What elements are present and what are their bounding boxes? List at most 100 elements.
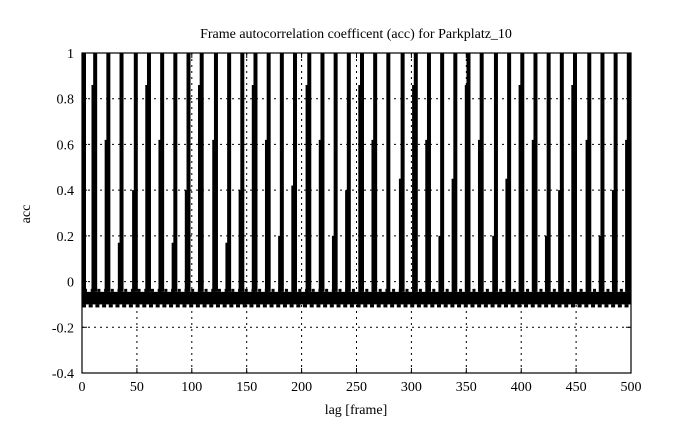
y-tick-label: 0.8 xyxy=(57,93,75,108)
baseline-notch xyxy=(617,304,622,308)
baseline-notch xyxy=(499,288,503,292)
baseline-notch xyxy=(390,304,395,308)
baseline-notch xyxy=(303,304,308,308)
side-peak-bar xyxy=(184,190,188,292)
baseline-notch xyxy=(217,288,221,292)
baseline-notch xyxy=(416,304,421,308)
side-peak-bar xyxy=(238,190,242,292)
baseline-notch xyxy=(564,304,569,308)
baseline-notch xyxy=(593,288,597,292)
baseline-notch xyxy=(229,304,234,308)
baseline-notch xyxy=(82,304,86,308)
baseline-notch xyxy=(155,304,160,308)
side-peak-bar xyxy=(425,139,429,292)
baseline-notch xyxy=(269,304,274,308)
side-peak-bar xyxy=(171,242,175,292)
side-peak-bar xyxy=(412,85,416,292)
baseline-notch xyxy=(450,304,455,308)
peak-bar xyxy=(160,53,165,292)
baseline-notch xyxy=(137,288,141,292)
peak-bar xyxy=(613,53,618,292)
side-peak-bar xyxy=(305,85,309,292)
baseline-notch xyxy=(222,304,227,308)
peak-bar xyxy=(600,53,605,292)
baseline-notch xyxy=(539,288,543,292)
baseline-notch xyxy=(311,288,315,292)
y-tick-label: 0.4 xyxy=(57,184,75,199)
baseline-notch xyxy=(110,288,114,292)
peak-bar xyxy=(466,53,471,292)
peak-bar xyxy=(199,53,204,292)
baseline-notch xyxy=(503,304,508,308)
side-peak-bar xyxy=(225,242,229,292)
baseline-notch xyxy=(392,288,396,292)
peak-bar xyxy=(559,53,564,292)
y-axis-ticks: -0.4 -0.2 0 0.2 0.4 0.6 0.8 1 xyxy=(52,47,631,382)
baseline-notch xyxy=(289,304,294,308)
baseline-notch xyxy=(325,288,329,292)
peak-bar xyxy=(453,53,458,292)
y-tick-label: 0.2 xyxy=(57,230,75,245)
baseline-notch xyxy=(343,304,348,308)
side-peak-bar xyxy=(91,85,95,292)
baseline-notch xyxy=(611,304,616,308)
baseline-notch xyxy=(577,304,582,308)
side-peak-bar xyxy=(531,139,535,292)
baseline-notch xyxy=(490,304,495,308)
peak-bar xyxy=(400,53,405,292)
side-peak-bar xyxy=(371,139,375,292)
x-tick-label: 50 xyxy=(130,380,144,395)
side-peak-bar xyxy=(358,85,362,292)
peak-bar xyxy=(533,53,538,292)
x-axis-label: lag [frame] xyxy=(325,403,388,418)
baseline-notch xyxy=(591,304,596,308)
baseline-notch xyxy=(566,288,570,292)
baseline-notch xyxy=(128,304,133,308)
baseline-notch xyxy=(258,288,262,292)
baseline-notch xyxy=(202,304,207,308)
baseline-notch xyxy=(309,304,314,308)
baseline-notch xyxy=(370,304,375,308)
side-peak-bar xyxy=(571,85,575,292)
peak-bar xyxy=(320,53,325,292)
peak-bar xyxy=(359,53,364,292)
peak-bar xyxy=(240,53,245,292)
peak-bar xyxy=(520,53,525,292)
side-peak-bar xyxy=(158,139,162,292)
peak-bar xyxy=(279,53,284,292)
baseline-notch xyxy=(97,288,101,292)
peak-bar xyxy=(346,53,351,292)
side-peak-bar xyxy=(345,190,349,292)
baseline-notch xyxy=(604,304,609,308)
side-peak-bar xyxy=(264,139,268,292)
peak-bar xyxy=(133,53,138,292)
baseline-notch xyxy=(376,304,381,308)
side-peak-bar xyxy=(117,242,121,292)
x-axis-ticks: 0 50 100 150 200 250 300 350 400 450 500 xyxy=(79,53,642,395)
peak-bar xyxy=(307,53,312,292)
baseline-notch xyxy=(122,304,127,308)
peak-bar xyxy=(213,53,218,292)
side-peak-bar xyxy=(492,235,496,292)
baseline-notch xyxy=(544,304,549,308)
side-peak-bar xyxy=(451,178,455,292)
baseline-notch xyxy=(95,304,100,308)
baseline-notch xyxy=(405,288,409,292)
peak-bar xyxy=(386,53,391,292)
peak-bar xyxy=(546,53,551,292)
baseline-notch xyxy=(432,288,436,292)
baseline-notch xyxy=(383,304,388,308)
side-peak-bar xyxy=(331,235,335,292)
side-peak-bar xyxy=(278,235,282,292)
baseline-notch xyxy=(256,304,261,308)
baseline-notch xyxy=(557,304,562,308)
baseline-band xyxy=(82,291,631,305)
baseline-notch xyxy=(115,304,120,308)
baseline-notch xyxy=(316,304,321,308)
side-peak-bar xyxy=(197,85,201,292)
baseline-notch xyxy=(579,288,583,292)
side-peak-bar xyxy=(438,235,442,292)
y-tick-label: 1 xyxy=(67,47,74,62)
baseline-notch xyxy=(329,304,334,308)
baseline-notch xyxy=(552,288,556,292)
